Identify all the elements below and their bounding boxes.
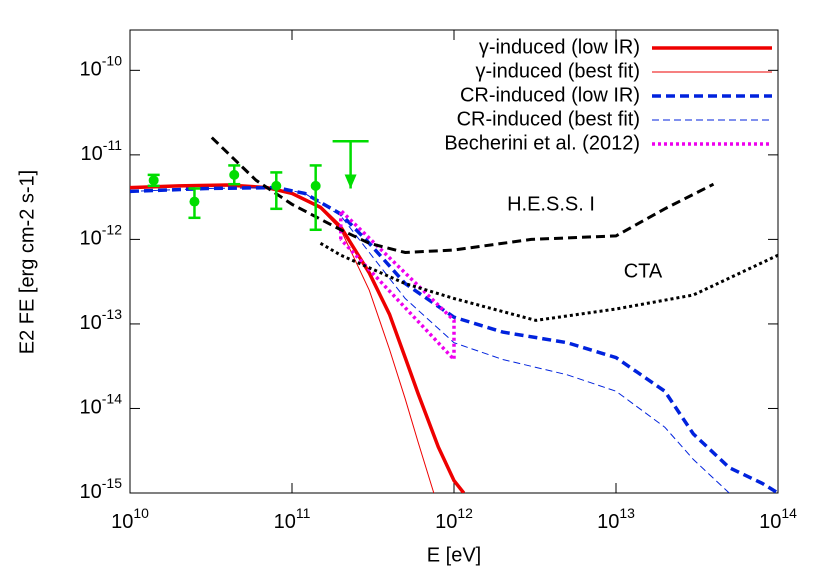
x-tick-label: 1011 [274, 505, 311, 534]
y-axis-label: E2 FE [erg cm-2 s-1] [16, 170, 38, 355]
legend-label: CR-induced (best fit) [457, 108, 640, 130]
data-point [189, 196, 200, 207]
data-point [310, 180, 321, 191]
series-line [130, 184, 435, 493]
series-line [319, 242, 778, 322]
data-point [229, 169, 240, 180]
legend-label: Becherini et al. (2012) [444, 132, 640, 154]
legend-label: γ-induced (low IR) [479, 36, 640, 58]
data-point [148, 175, 159, 186]
plot-frame [129, 29, 779, 494]
y-tick-label: 10-14 [80, 390, 123, 419]
series-line [210, 136, 715, 255]
x-axis-label: E [eV] [427, 544, 481, 566]
series-line [339, 206, 456, 364]
data-point [271, 180, 282, 191]
series-line [130, 183, 466, 493]
annotation: H.E.S.S. I [507, 193, 595, 215]
x-tick-label: 1014 [759, 505, 797, 534]
legend-label: γ-induced (best fit) [475, 60, 640, 82]
y-tick-label: 10-11 [81, 137, 123, 166]
x-tick-label: 1012 [435, 505, 473, 534]
y-tick-label: 10-13 [80, 306, 123, 335]
y-tick-label: 10-15 [80, 475, 123, 504]
x-tick-label: 1010 [111, 505, 149, 534]
series-line [130, 187, 730, 493]
annotation: CTA [624, 260, 663, 282]
legend-label: CR-induced (low IR) [460, 84, 640, 106]
y-tick-label: 10-12 [80, 221, 123, 250]
x-tick-label: 1013 [597, 505, 635, 534]
plot-area [130, 136, 778, 493]
y-tick-label: 10-10 [80, 52, 123, 81]
upper-limit-arrow [344, 174, 357, 189]
